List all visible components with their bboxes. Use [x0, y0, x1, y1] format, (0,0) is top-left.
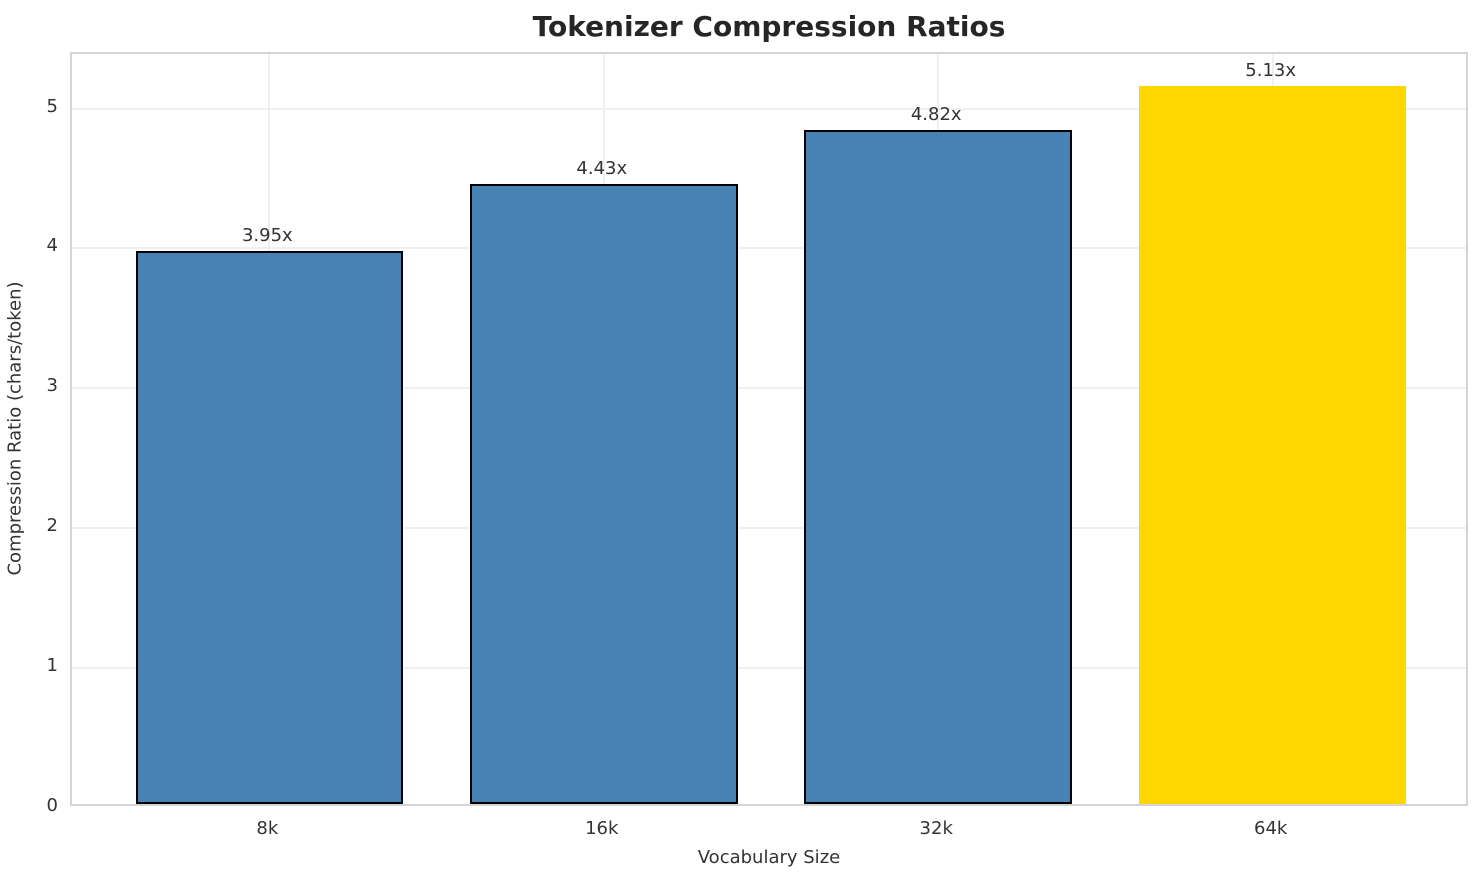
xtick-32k: 32k [919, 818, 953, 839]
bar-16k [469, 184, 738, 804]
h-gridline-y4 [72, 247, 1466, 250]
bar-8k [135, 251, 404, 804]
x-axis-label: Vocabulary Size [697, 847, 841, 868]
plot-area [70, 52, 1468, 806]
chart-title: Tokenizer Compression Ratios [532, 10, 1006, 43]
h-gridline-y3 [72, 387, 1466, 390]
xtick-8k: 8k [256, 818, 279, 839]
ytick-3: 3 [46, 375, 58, 397]
xtick-16k: 16k [585, 818, 619, 839]
bar-64k [1138, 86, 1407, 804]
h-gridline-y5 [72, 107, 1466, 110]
ytick-0: 0 [46, 795, 58, 816]
bar-value-label-8k: 3.95x [241, 225, 293, 247]
h-gridline-y1 [72, 667, 1466, 670]
h-gridline-y2 [72, 527, 1466, 530]
xtick-64k: 64k [1254, 818, 1288, 839]
bar-value-label-32k: 4.82x [910, 103, 962, 125]
y-axis-label: Compression Ratio (chars/token) [4, 281, 26, 576]
bar-32k [804, 129, 1072, 804]
bar-value-label-64k: 5.13x [1245, 60, 1297, 82]
ytick-1: 1 [46, 655, 58, 677]
bar-value-label-16k: 4.43x [576, 158, 628, 180]
ytick-2: 2 [46, 515, 58, 537]
ytick-5: 5 [46, 95, 58, 117]
ytick-4: 4 [46, 235, 58, 257]
